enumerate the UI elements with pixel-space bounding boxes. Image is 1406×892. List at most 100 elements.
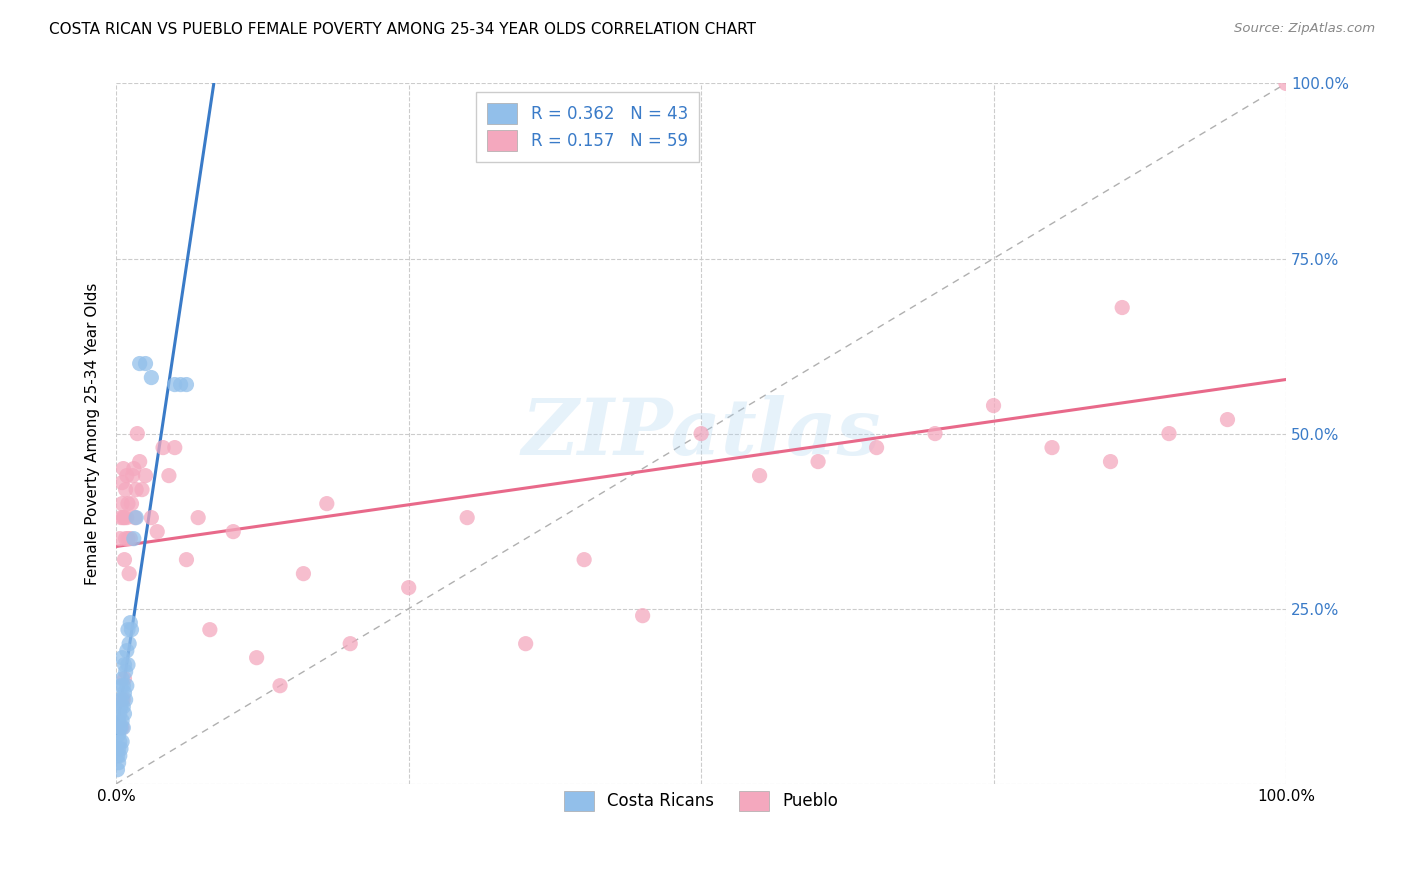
Costa Ricans xyxy=(112,679,135,693)
Pueblo xyxy=(112,692,135,706)
Pueblo xyxy=(631,608,654,623)
Pueblo xyxy=(125,483,148,497)
Costa Ricans xyxy=(163,377,186,392)
Pueblo xyxy=(121,468,143,483)
Pueblo xyxy=(112,510,135,524)
Text: COSTA RICAN VS PUEBLO FEMALE POVERTY AMONG 25-34 YEAR OLDS CORRELATION CHART: COSTA RICAN VS PUEBLO FEMALE POVERTY AMO… xyxy=(49,22,756,37)
Pueblo xyxy=(246,650,269,665)
Pueblo xyxy=(127,426,149,441)
Pueblo xyxy=(222,524,245,539)
Pueblo xyxy=(134,468,156,483)
Pueblo xyxy=(114,672,136,686)
Pueblo xyxy=(292,566,315,581)
Costa Ricans xyxy=(128,357,150,371)
Costa Ricans xyxy=(110,741,132,756)
Costa Ricans xyxy=(111,692,134,706)
Pueblo xyxy=(115,510,138,524)
Pueblo xyxy=(187,510,209,524)
Costa Ricans xyxy=(122,532,145,546)
Pueblo xyxy=(456,510,478,524)
Pueblo xyxy=(1040,441,1063,455)
Pueblo xyxy=(118,566,141,581)
Text: ZIPatlas: ZIPatlas xyxy=(522,395,880,472)
Pueblo xyxy=(122,461,145,475)
Pueblo xyxy=(124,510,146,524)
Pueblo xyxy=(198,623,221,637)
Costa Ricans xyxy=(114,665,136,679)
Costa Ricans xyxy=(107,756,129,770)
Pueblo xyxy=(807,454,830,468)
Costa Ricans xyxy=(107,714,129,728)
Pueblo xyxy=(114,483,136,497)
Pueblo xyxy=(121,497,143,511)
Pueblo xyxy=(128,454,150,468)
Costa Ricans xyxy=(108,721,131,735)
Pueblo xyxy=(398,581,420,595)
Pueblo xyxy=(515,637,537,651)
Costa Ricans xyxy=(115,643,138,657)
Costa Ricans xyxy=(110,721,132,735)
Pueblo xyxy=(117,532,139,546)
Costa Ricans xyxy=(111,714,134,728)
Costa Ricans xyxy=(117,623,139,637)
Pueblo xyxy=(315,497,337,511)
Costa Ricans xyxy=(141,370,163,384)
Costa Ricans xyxy=(169,377,191,392)
Pueblo xyxy=(152,441,174,455)
Costa Ricans xyxy=(107,763,129,777)
Pueblo xyxy=(114,510,136,524)
Pueblo xyxy=(111,497,134,511)
Pueblo xyxy=(1275,77,1298,91)
Pueblo xyxy=(924,426,946,441)
Pueblo xyxy=(269,679,291,693)
Legend: Costa Ricans, Pueblo: Costa Ricans, Pueblo xyxy=(551,778,852,824)
Costa Ricans xyxy=(112,721,135,735)
Costa Ricans xyxy=(108,692,131,706)
Pueblo xyxy=(131,483,153,497)
Costa Ricans xyxy=(121,623,143,637)
Costa Ricans xyxy=(114,706,136,721)
Costa Ricans xyxy=(176,377,198,392)
Costa Ricans xyxy=(108,706,131,721)
Costa Ricans xyxy=(114,686,136,700)
Costa Ricans xyxy=(111,735,134,749)
Costa Ricans xyxy=(118,637,141,651)
Costa Ricans xyxy=(115,679,138,693)
Pueblo xyxy=(176,552,198,566)
Pueblo xyxy=(117,497,139,511)
Pueblo xyxy=(114,552,136,566)
Costa Ricans xyxy=(110,679,132,693)
Pueblo xyxy=(115,468,138,483)
Pueblo xyxy=(1099,454,1122,468)
Pueblo xyxy=(748,468,770,483)
Pueblo xyxy=(572,552,595,566)
Costa Ricans xyxy=(108,748,131,763)
Pueblo xyxy=(163,441,186,455)
Pueblo xyxy=(111,721,134,735)
Costa Ricans xyxy=(107,748,129,763)
Costa Ricans xyxy=(117,657,139,672)
Text: Source: ZipAtlas.com: Source: ZipAtlas.com xyxy=(1234,22,1375,36)
Pueblo xyxy=(146,524,169,539)
Pueblo xyxy=(111,475,134,490)
Pueblo xyxy=(1216,412,1239,426)
Costa Ricans xyxy=(111,650,134,665)
Costa Ricans xyxy=(110,699,132,714)
Costa Ricans xyxy=(125,510,148,524)
Pueblo xyxy=(1111,301,1133,315)
Pueblo xyxy=(983,399,1005,413)
Costa Ricans xyxy=(112,699,135,714)
Costa Ricans xyxy=(107,728,129,742)
Costa Ricans xyxy=(114,692,136,706)
Costa Ricans xyxy=(111,672,134,686)
Pueblo xyxy=(690,426,713,441)
Costa Ricans xyxy=(107,741,129,756)
Y-axis label: Female Poverty Among 25-34 Year Olds: Female Poverty Among 25-34 Year Olds xyxy=(86,283,100,585)
Costa Ricans xyxy=(108,735,131,749)
Pueblo xyxy=(141,510,163,524)
Pueblo xyxy=(157,468,180,483)
Pueblo xyxy=(110,510,132,524)
Pueblo xyxy=(114,532,136,546)
Pueblo xyxy=(120,532,142,546)
Costa Ricans xyxy=(114,657,136,672)
